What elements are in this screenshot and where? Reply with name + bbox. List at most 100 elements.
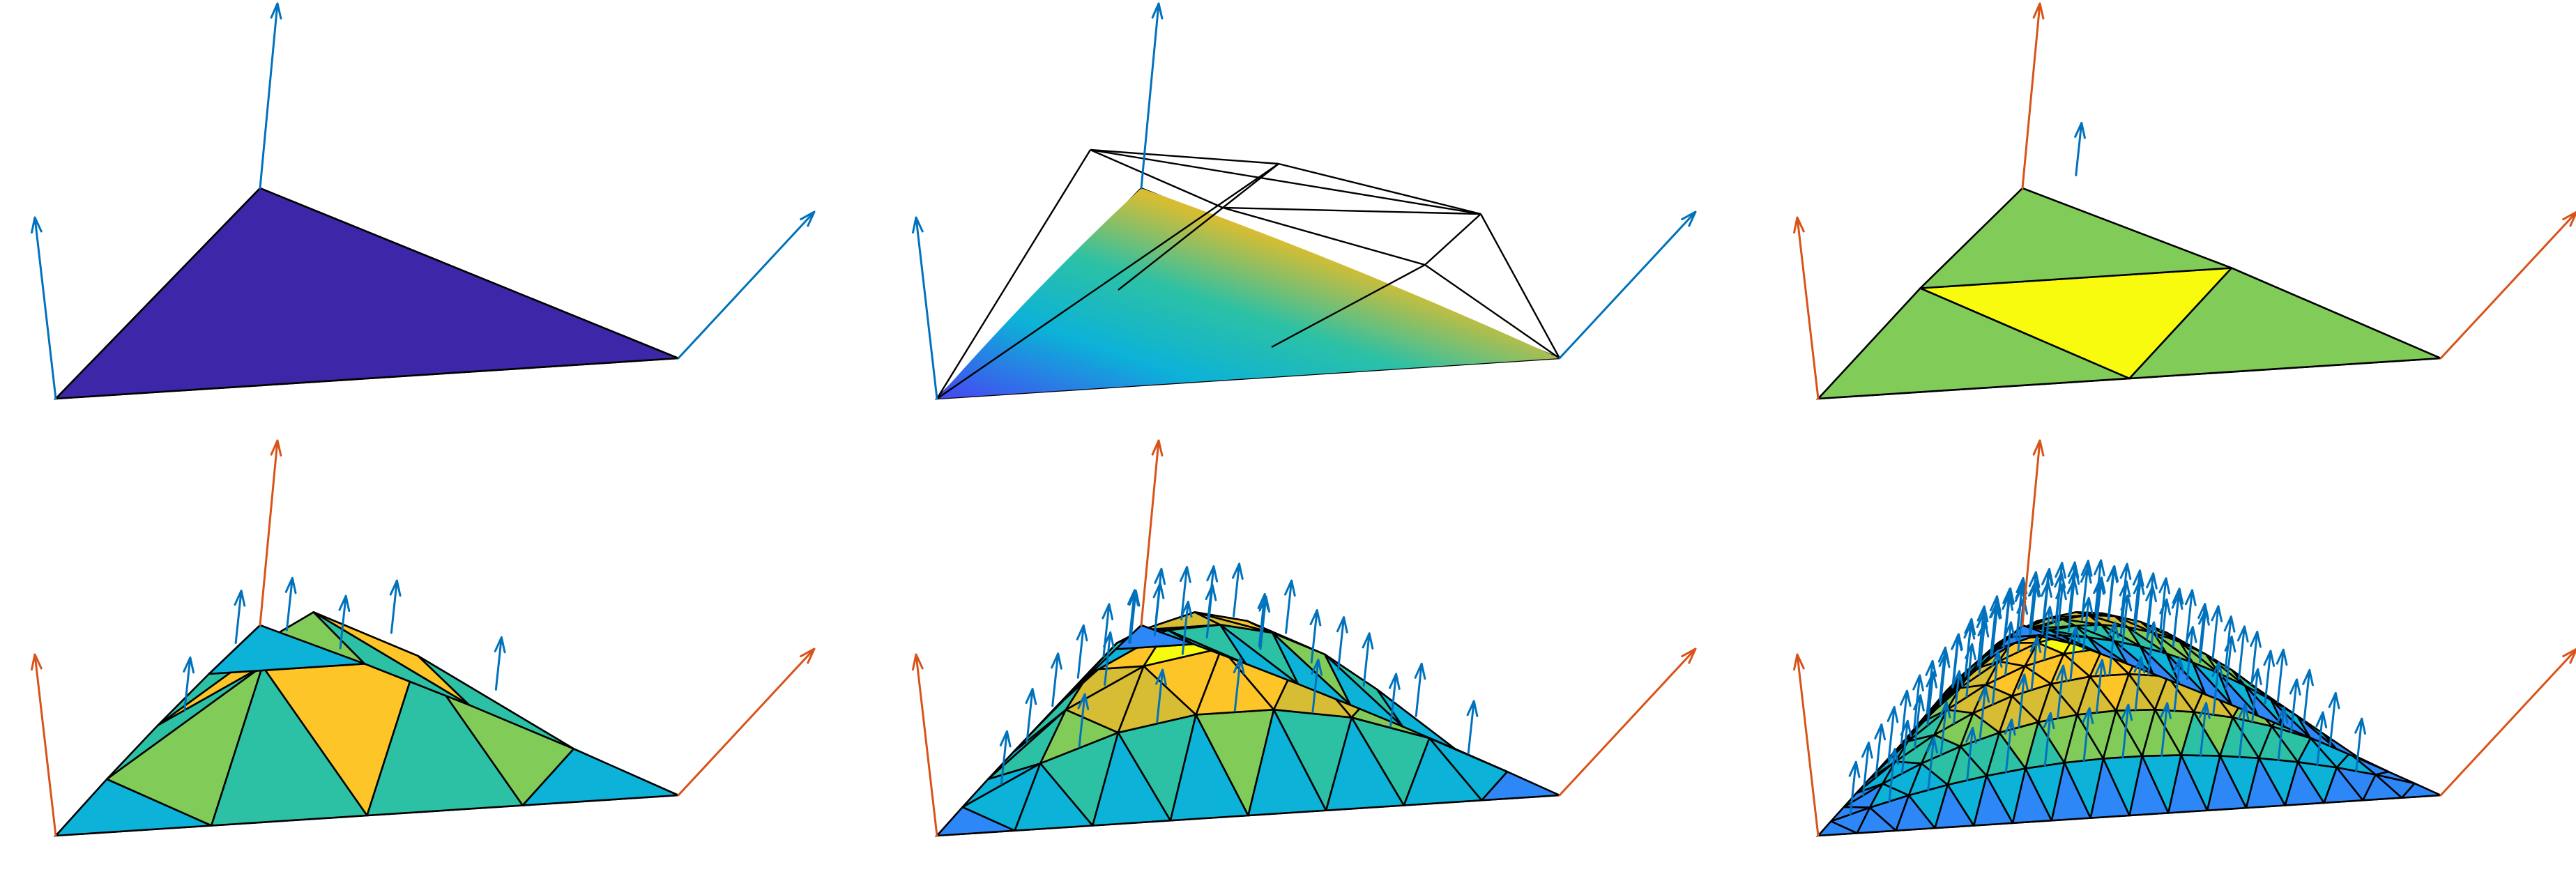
corner-normal-left <box>1793 653 1820 837</box>
normal-arrow <box>2094 659 2107 714</box>
corner-normal-left <box>912 216 938 400</box>
normal-arrow <box>2043 712 2055 767</box>
normal-arrow <box>2002 593 2014 648</box>
normal-arrow <box>1311 659 1323 714</box>
surface-facet <box>1919 187 2233 289</box>
normal-arrow <box>2198 702 2211 757</box>
smooth-surface <box>937 188 1560 399</box>
normal-arrow <box>1963 622 1976 677</box>
normal-arrow <box>2132 569 2144 624</box>
control-net-edge <box>1090 148 1224 209</box>
normal-arrow <box>2315 711 2328 766</box>
normal-arrow <box>2066 578 2079 633</box>
surface-facet <box>2087 636 2128 665</box>
normal-arrow <box>2068 626 2081 681</box>
control-net-edge <box>1090 148 1279 165</box>
corner-normal-right <box>1558 210 1697 360</box>
surface-facet <box>2296 714 2338 750</box>
normal-arrow <box>2106 566 2119 621</box>
corner-normal-left <box>912 653 938 837</box>
control-net-edge <box>1118 207 1224 291</box>
normal-arrow <box>1978 685 1990 740</box>
normal-arrow <box>2158 577 2171 632</box>
normal-arrow <box>2276 648 2288 703</box>
normal-arrow <box>2184 589 2197 644</box>
surface-facet <box>2191 661 2233 706</box>
corner-normal-top <box>259 439 282 627</box>
normal-arrow <box>2237 703 2250 758</box>
normal-arrow <box>1926 671 1938 726</box>
surface-facet <box>2061 634 2102 655</box>
panel-level-0 <box>31 2 816 400</box>
normal-arrow <box>1309 609 1322 664</box>
surface-facet <box>2400 782 2442 799</box>
control-net-edge <box>1222 163 1279 208</box>
normal-arrow <box>2250 668 2262 723</box>
normal-arrow <box>2027 581 2040 636</box>
corner-normal-right <box>1558 647 1697 797</box>
normal-arrow <box>1925 659 1937 714</box>
normal-arrow <box>2146 621 2158 676</box>
normal-arrow <box>234 590 246 645</box>
normal-arrow <box>2108 621 2119 676</box>
normal-arrow <box>2041 581 2052 636</box>
normal-arrow <box>2054 572 2066 627</box>
normal-arrow <box>1127 589 1139 644</box>
surface-facet <box>2270 698 2311 739</box>
surface-facet <box>417 654 575 750</box>
normal-arrow <box>2094 559 2105 614</box>
normal-arrow <box>2328 691 2340 746</box>
normal-arrow <box>1336 616 1348 671</box>
corner-normal-top <box>2021 2 2045 190</box>
normal-arrow <box>1912 674 1924 729</box>
normal-arrow <box>1102 603 1114 658</box>
control-net-edge <box>1278 162 1481 215</box>
normal-arrow <box>494 636 506 691</box>
normal-arrow <box>1887 748 1900 803</box>
normal-arrow <box>1051 652 1062 707</box>
normal-arrow <box>1848 760 1861 815</box>
normal-arrow <box>2042 606 2055 661</box>
normal-arrow <box>1466 700 1479 755</box>
normal-arrow <box>1257 592 1270 647</box>
normal-arrow <box>2250 631 2262 686</box>
corner-normal-top <box>1140 2 1164 190</box>
normal-arrow <box>1874 723 1887 778</box>
normal-arrow <box>2004 719 2016 774</box>
normal-arrow <box>2171 592 2183 647</box>
normal-arrow <box>2172 657 2185 712</box>
normal-arrow <box>1155 668 1167 723</box>
normal-arrow <box>1152 582 1165 637</box>
normal-arrow <box>1887 706 1899 761</box>
normal-arrow <box>2236 625 2249 680</box>
panel-level-1 <box>1793 2 2576 400</box>
surface-facet <box>1272 631 1352 706</box>
surface-facet <box>1481 770 1561 802</box>
control-net-edge <box>1271 263 1426 348</box>
normal-arrow <box>183 656 195 711</box>
normal-arrow <box>284 576 297 631</box>
corner-normal-top <box>2021 439 2045 627</box>
normal-arrow <box>2145 585 2157 640</box>
surface-facet <box>312 611 471 706</box>
normal-arrow <box>2082 707 2094 762</box>
normal-arrow <box>2017 673 2029 728</box>
normal-arrow <box>2197 602 2209 657</box>
normal-arrow <box>338 595 351 650</box>
normal-arrow <box>2093 578 2105 633</box>
corner-normal-right <box>2439 647 2576 797</box>
normal-arrow <box>1362 632 1374 687</box>
normal-arrow <box>2080 567 2092 622</box>
control-net-edge <box>936 163 1279 399</box>
control-net-edge <box>1479 213 1561 359</box>
corner-normal-right <box>677 647 816 797</box>
normal-arrow <box>2119 562 2132 618</box>
normal-arrow <box>1951 670 1964 725</box>
normal-arrow <box>1939 701 1951 756</box>
corner-normal-left <box>1793 216 1820 400</box>
normal-arrow <box>1989 602 2001 657</box>
normal-arrow <box>2185 626 2197 681</box>
normal-arrow <box>2302 668 2314 723</box>
normal-arrow <box>2055 664 2068 719</box>
normal-arrow <box>1414 662 1426 717</box>
